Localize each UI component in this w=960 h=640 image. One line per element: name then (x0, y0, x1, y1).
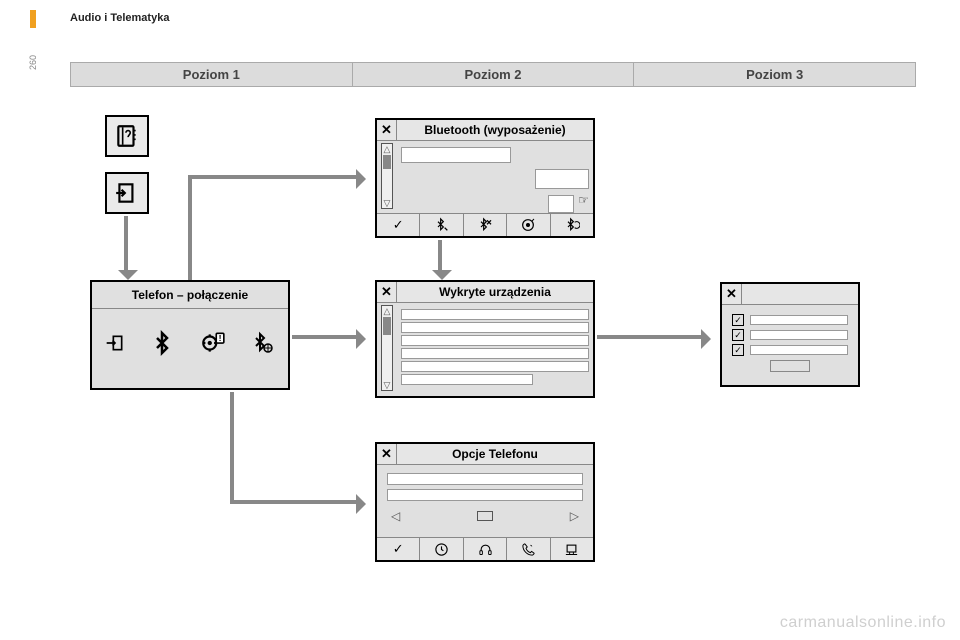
confirm-button[interactable]: ✓ (377, 538, 419, 560)
bt-off-icon[interactable] (463, 214, 506, 236)
close-icon[interactable]: ✕ (722, 284, 742, 304)
scroll-up-icon[interactable]: △ (382, 306, 392, 316)
checks-panel: ✕ ✓ ✓ ✓ (720, 282, 860, 387)
device-icon[interactable] (550, 538, 593, 560)
opcje-toolbar: ✓ (377, 537, 593, 560)
bluetooth-icon[interactable] (150, 329, 174, 362)
headset-icon[interactable] (463, 538, 506, 560)
wykryte-panel: ✕ Wykryte urządzenia △ ▽ (375, 280, 595, 398)
level-3: Poziom 3 (633, 63, 915, 86)
section-title: Audio i Telematyka (70, 12, 169, 24)
call-icon[interactable] (506, 538, 549, 560)
scroll-down-icon[interactable]: ▽ (382, 198, 392, 208)
hand-icon: ☞ (578, 193, 589, 215)
close-icon[interactable]: ✕ (377, 444, 397, 464)
level-2: Poziom 2 (352, 63, 634, 86)
check-row[interactable]: ✓ (732, 314, 848, 326)
scroll-down-icon[interactable]: ▽ (382, 380, 392, 390)
settings-warning-icon[interactable]: ! (200, 330, 226, 361)
exit-icon[interactable] (105, 333, 125, 358)
wykryte-title: Wykryte urządzenia (397, 283, 593, 301)
device-row[interactable] (401, 322, 589, 333)
device-row[interactable] (401, 361, 589, 372)
device-row[interactable] (401, 309, 589, 320)
check-row[interactable]: ✓ (732, 344, 848, 356)
clock-icon[interactable] (419, 538, 462, 560)
bt-wrench-icon[interactable] (419, 214, 462, 236)
bluetooth-panel: ✕ Bluetooth (wyposażenie) △ ▽ ☞ ✓ (375, 118, 595, 238)
opcje-title: Opcje Telefonu (397, 445, 593, 463)
close-icon[interactable]: ✕ (377, 120, 397, 140)
check-row[interactable]: ✓ (732, 329, 848, 341)
bluetooth-settings-icon[interactable] (251, 330, 275, 361)
prev-icon[interactable]: ◁ (391, 509, 400, 523)
close-icon[interactable]: ✕ (377, 282, 397, 302)
audio-icon[interactable] (506, 214, 549, 236)
page-number: 260 (28, 55, 38, 70)
opcje-panel: ✕ Opcje Telefonu ◁ ▷ ✓ (375, 442, 595, 562)
level-1: Poziom 1 (71, 63, 352, 86)
device-row[interactable] (401, 348, 589, 359)
level-header: Poziom 1 Poziom 2 Poziom 3 (70, 62, 916, 87)
watermark: carmanualsonline.info (780, 614, 946, 632)
next-icon[interactable]: ▷ (570, 509, 579, 523)
telefon-title: Telefon – połączenie (92, 282, 288, 309)
scroll-up-icon[interactable]: △ (382, 144, 392, 154)
device-row[interactable] (401, 374, 533, 385)
svg-text:!: ! (218, 332, 221, 342)
device-row[interactable] (401, 335, 589, 346)
confirm-button[interactable]: ✓ (377, 214, 419, 236)
contacts-icon[interactable] (105, 115, 149, 157)
bluetooth-title: Bluetooth (wyposażenie) (397, 121, 593, 139)
import-icon[interactable] (105, 172, 149, 214)
bluetooth-toolbar: ✓ (377, 213, 593, 236)
bt-refresh-icon[interactable] (550, 214, 593, 236)
telefon-panel: Telefon – połączenie ! (90, 280, 290, 390)
